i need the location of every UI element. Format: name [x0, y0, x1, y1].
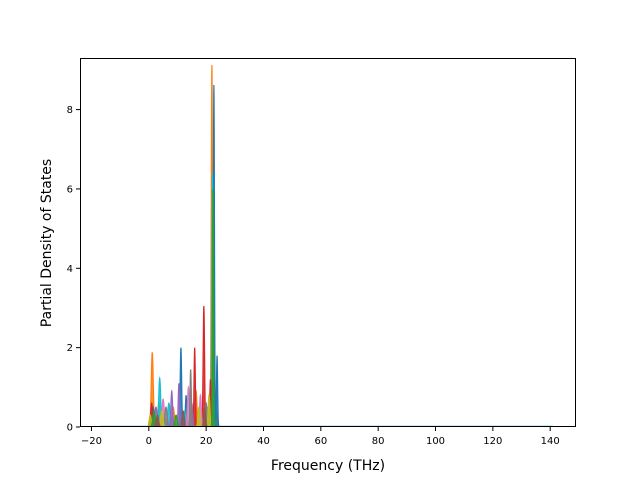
y-tick-label: 8 — [67, 105, 73, 116]
y-tick-label: 4 — [67, 264, 73, 275]
x-tick-label: 100 — [426, 436, 445, 447]
plot-frame — [80, 58, 576, 427]
y-axis-label: Partial Density of States — [39, 159, 55, 327]
series-area-10 — [145, 407, 221, 427]
y-tick-label: 6 — [67, 184, 73, 195]
x-tick-label: 80 — [372, 436, 385, 447]
x-tick-label: 0 — [146, 436, 152, 447]
x-tick-label: 120 — [483, 436, 502, 447]
x-tick-label: 20 — [200, 436, 213, 447]
x-tick-label: 60 — [314, 436, 327, 447]
x-tick-label: −20 — [81, 436, 102, 447]
y-tick-label: 0 — [67, 423, 73, 434]
x-tick-label: 40 — [257, 436, 270, 447]
y-tick-label: 2 — [67, 343, 73, 354]
axes-layer: −20 0 20 40 60 80 100 120 140 0 2 4 6 8 — [67, 58, 576, 447]
x-tick-label: 140 — [541, 436, 560, 447]
x-axis-label: Frequency (THz) — [271, 458, 385, 474]
